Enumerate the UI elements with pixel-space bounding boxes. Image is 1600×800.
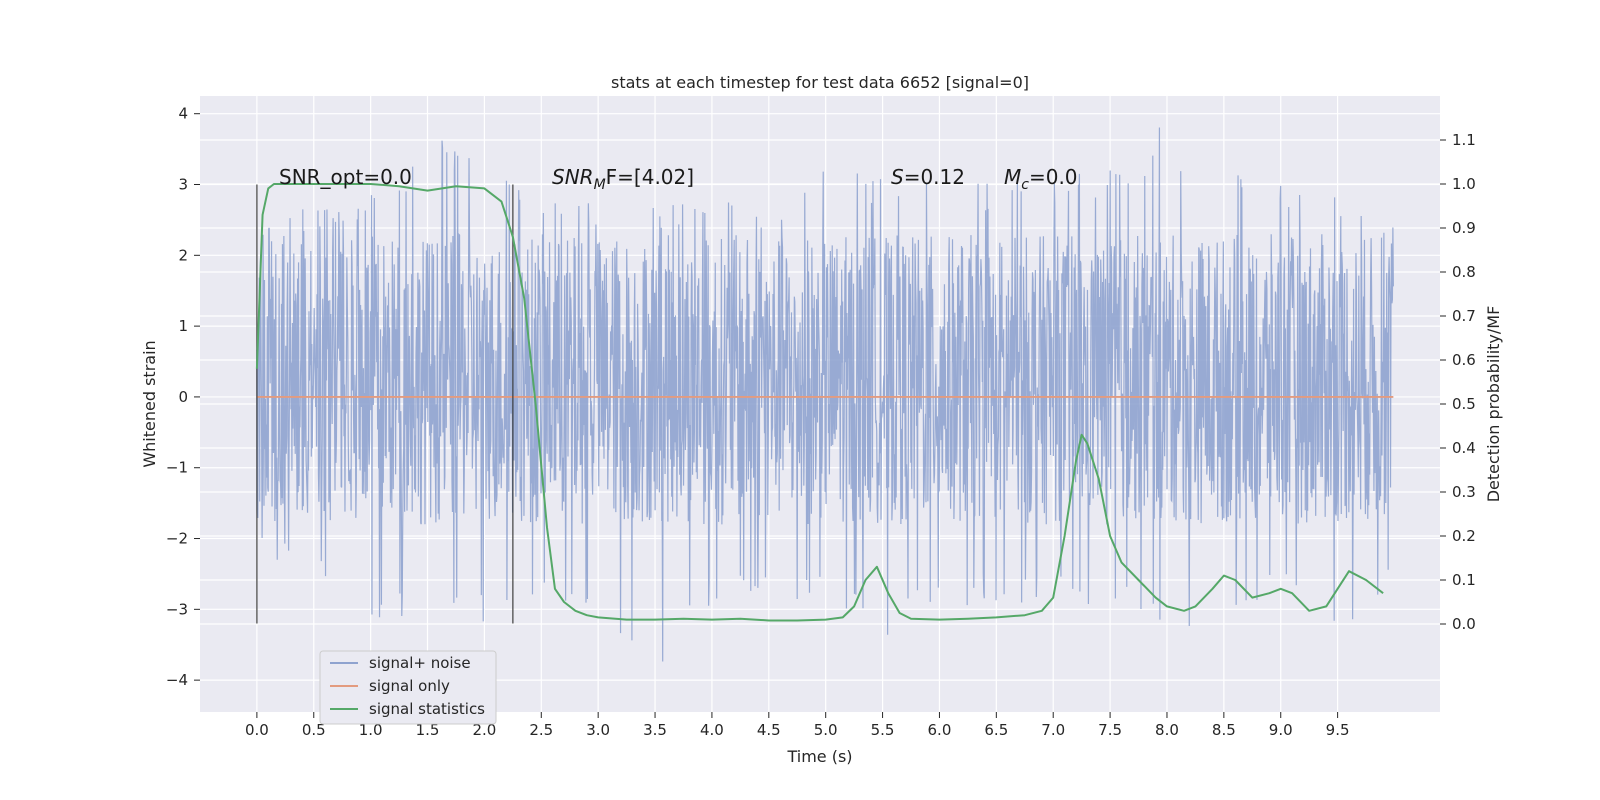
- y2-tick-label: 0.5: [1452, 395, 1476, 413]
- snr-mf-subscript: M: [594, 177, 606, 193]
- x-tick-label: 9.0: [1269, 721, 1293, 739]
- signal-statistics-line: [255, 183, 1384, 622]
- vertical-markers: [256, 184, 514, 624]
- x-tick-label: 8.5: [1212, 721, 1236, 739]
- x-tick-label: 3.5: [643, 721, 667, 739]
- x-tick-label: 4.5: [757, 721, 781, 739]
- y2-tick-label: 0.7: [1452, 307, 1476, 325]
- x-tick-label: 3.0: [586, 721, 610, 739]
- x-axis-label: Time (s): [786, 747, 852, 766]
- x-tick-label: 0.0: [245, 721, 269, 739]
- mc-subscript: c: [1021, 177, 1029, 193]
- signal-plus-noise-series: [256, 127, 1394, 662]
- y2-tick-label: 1.0: [1452, 175, 1476, 193]
- s-value: =0.12: [904, 165, 965, 189]
- legend: signal+ noise signal only signal statist…: [319, 650, 497, 725]
- x-tick-label: 1.0: [359, 721, 383, 739]
- y2-tick-label: 0.8: [1452, 263, 1476, 281]
- y-tick-label: 2: [178, 246, 188, 264]
- mc-symbol: M: [1004, 165, 1021, 189]
- x-tick-label: 9.5: [1326, 721, 1350, 739]
- legend-label-signal-plus-noise: signal+ noise: [369, 654, 471, 672]
- snr-mf-suffix: F=[4.02]: [606, 165, 694, 189]
- y2-tick-label: 0.9: [1452, 219, 1476, 237]
- y-tick-label: −2: [166, 530, 188, 548]
- annotation-snr-mf: SNRMF=[4.02]: [552, 165, 694, 193]
- signal-statistics-series: [255, 183, 1384, 622]
- x-tick-label: 2.5: [529, 721, 553, 739]
- x-tick-label: 4.0: [700, 721, 724, 739]
- y-tick-label: 4: [178, 105, 188, 123]
- axes: 0.0 0.5 1.0 1.5 2.0 2.5 3.0 3.5 4.0 4.5 5.0 5.5 6.0 6…: [166, 105, 1476, 739]
- mc-value: =0.0: [1029, 165, 1078, 189]
- y-tick-label: 0: [178, 388, 188, 406]
- y-tick-label: −3: [166, 600, 188, 618]
- x-tick-label: 6.0: [928, 721, 952, 739]
- legend-label-signal-statistics: signal statistics: [369, 700, 485, 718]
- x-tick-label: 2.0: [472, 721, 496, 739]
- y-axis-label: Whitened strain: [140, 340, 159, 467]
- annotation-s: S=0.12: [891, 165, 965, 189]
- x-tick-label: 6.5: [984, 721, 1008, 739]
- legend-label-signal-only: signal only: [369, 677, 450, 695]
- y2-tick-label: 0.2: [1452, 527, 1476, 545]
- y2-tick-label: 0.4: [1452, 439, 1476, 457]
- x-tick-label: 7.5: [1098, 721, 1122, 739]
- x-tick-label: 1.5: [416, 721, 440, 739]
- y2-axis-label: Detection probability/MF: [1484, 306, 1503, 503]
- annotation-mc: Mc=0.0: [1004, 165, 1078, 193]
- signal-plus-noise-line: [256, 127, 1394, 662]
- x-tick-label: 0.5: [302, 721, 326, 739]
- annotation-snr-opt: SNR_opt=0.0: [279, 165, 412, 189]
- snr-mf-prefix: SNR: [552, 165, 594, 189]
- x-tick-label: 5.5: [871, 721, 895, 739]
- y2-tick-label: 0.1: [1452, 571, 1476, 589]
- y2-tick-label: 0.3: [1452, 483, 1476, 501]
- y-tick-label: 1: [178, 317, 188, 335]
- legend-box: [319, 650, 497, 725]
- s-symbol: S: [891, 165, 904, 189]
- y-tick-label: 3: [178, 176, 188, 194]
- y2-tick-label: 0.0: [1452, 615, 1476, 633]
- y2-tick-label: 1.1: [1452, 131, 1476, 149]
- x-tick-label: 7.0: [1041, 721, 1065, 739]
- chart-title: stats at each timestep for test data 665…: [611, 73, 1029, 92]
- x-tick-label: 5.0: [814, 721, 838, 739]
- y-tick-label: −1: [166, 459, 188, 477]
- y-tick-label: −4: [166, 671, 188, 689]
- y2-tick-label: 0.6: [1452, 351, 1476, 369]
- x-tick-label: 8.0: [1155, 721, 1179, 739]
